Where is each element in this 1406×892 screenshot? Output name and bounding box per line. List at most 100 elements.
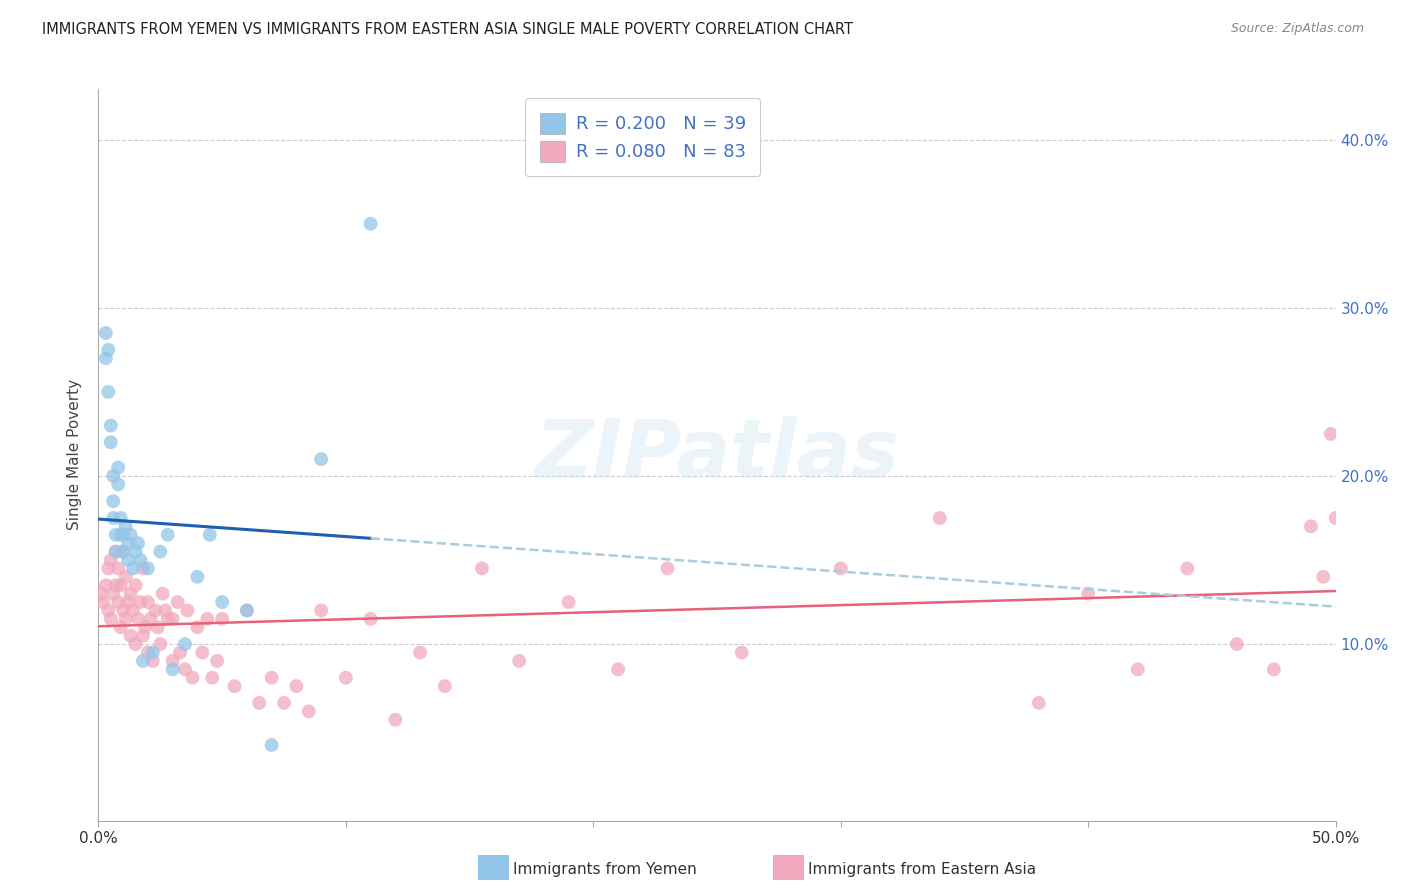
- Point: [139, 612, 162, 626]
- Point: [155, 603, 177, 617]
- Point: [132, 561, 155, 575]
- Point: [136, 645, 159, 659]
- Point: [236, 603, 259, 617]
- Point: [110, 528, 132, 542]
- Point: [186, 570, 208, 584]
- Point: [120, 528, 142, 542]
- Point: [508, 654, 530, 668]
- Point: [97, 603, 120, 617]
- Point: [107, 460, 129, 475]
- Point: [103, 494, 125, 508]
- Point: [112, 603, 135, 617]
- Point: [97, 384, 120, 399]
- Point: [114, 519, 136, 533]
- Point: [1175, 561, 1198, 575]
- Point: [1324, 511, 1347, 525]
- Point: [1312, 570, 1334, 584]
- Point: [110, 620, 132, 634]
- Point: [224, 679, 246, 693]
- Point: [156, 528, 179, 542]
- Point: [236, 603, 259, 617]
- Point: [731, 645, 754, 659]
- Point: [127, 612, 149, 626]
- Text: Immigrants from Eastern Asia: Immigrants from Eastern Asia: [808, 863, 1036, 877]
- Y-axis label: Single Male Poverty: Single Male Poverty: [67, 379, 83, 531]
- Point: [107, 561, 129, 575]
- Point: [174, 637, 197, 651]
- Point: [120, 587, 142, 601]
- Point: [132, 654, 155, 668]
- Point: [103, 587, 125, 601]
- Point: [149, 637, 172, 651]
- Point: [146, 620, 169, 634]
- Point: [285, 679, 308, 693]
- Point: [124, 544, 146, 558]
- Point: [112, 544, 135, 558]
- Point: [830, 561, 852, 575]
- Point: [97, 343, 120, 357]
- Point: [191, 645, 214, 659]
- Point: [132, 629, 155, 643]
- Point: [201, 671, 224, 685]
- Point: [136, 595, 159, 609]
- Point: [1077, 587, 1099, 601]
- Point: [174, 662, 197, 676]
- Point: [103, 511, 125, 525]
- Point: [607, 662, 630, 676]
- Point: [169, 645, 191, 659]
- Point: [557, 595, 579, 609]
- Point: [136, 561, 159, 575]
- Point: [657, 561, 679, 575]
- Point: [1126, 662, 1149, 676]
- Point: [104, 544, 127, 558]
- Point: [124, 578, 146, 592]
- Point: [110, 511, 132, 525]
- Point: [112, 544, 135, 558]
- Point: [120, 629, 142, 643]
- Point: [93, 595, 115, 609]
- Point: [1299, 519, 1322, 533]
- Point: [298, 704, 321, 718]
- Point: [143, 603, 166, 617]
- Point: [360, 612, 382, 626]
- Point: [117, 595, 139, 609]
- Point: [122, 561, 145, 575]
- Point: [94, 578, 117, 592]
- Point: [181, 671, 204, 685]
- Point: [166, 595, 188, 609]
- Point: [100, 612, 122, 626]
- Point: [142, 645, 165, 659]
- Point: [112, 528, 135, 542]
- Point: [260, 671, 283, 685]
- Point: [114, 612, 136, 626]
- Point: [124, 637, 146, 651]
- Text: ZIPatlas: ZIPatlas: [534, 416, 900, 494]
- Point: [117, 553, 139, 567]
- Point: [205, 654, 228, 668]
- Point: [335, 671, 357, 685]
- Point: [162, 662, 184, 676]
- Point: [247, 696, 270, 710]
- Text: Source: ZipAtlas.com: Source: ZipAtlas.com: [1230, 22, 1364, 36]
- Point: [1263, 662, 1285, 676]
- Point: [129, 595, 152, 609]
- Point: [103, 469, 125, 483]
- Point: [211, 595, 233, 609]
- Text: Immigrants from Yemen: Immigrants from Yemen: [513, 863, 697, 877]
- Point: [433, 679, 456, 693]
- Point: [134, 620, 156, 634]
- Point: [211, 612, 233, 626]
- Point: [198, 528, 221, 542]
- Text: IMMIGRANTS FROM YEMEN VS IMMIGRANTS FROM EASTERN ASIA SINGLE MALE POVERTY CORREL: IMMIGRANTS FROM YEMEN VS IMMIGRANTS FROM…: [42, 22, 853, 37]
- Point: [260, 738, 283, 752]
- Point: [928, 511, 950, 525]
- Point: [409, 645, 432, 659]
- Point: [162, 612, 184, 626]
- Point: [1319, 426, 1341, 441]
- Point: [100, 418, 122, 433]
- Point: [273, 696, 295, 710]
- Point: [360, 217, 382, 231]
- Point: [309, 452, 332, 467]
- Point: [94, 326, 117, 340]
- Point: [149, 544, 172, 558]
